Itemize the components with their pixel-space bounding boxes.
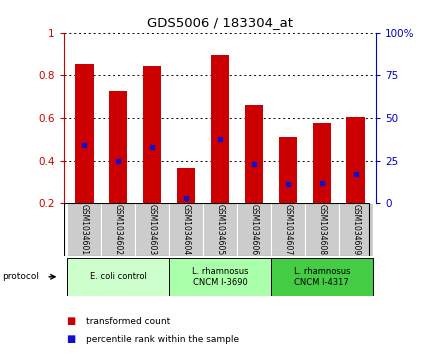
Text: protocol: protocol <box>2 272 39 281</box>
Bar <box>169 203 203 256</box>
Text: GSM1034606: GSM1034606 <box>249 204 258 255</box>
Title: GDS5006 / 183304_at: GDS5006 / 183304_at <box>147 16 293 29</box>
Text: L. rhamnosus
CNCM I-3690: L. rhamnosus CNCM I-3690 <box>192 267 248 287</box>
Bar <box>312 123 331 203</box>
Bar <box>143 66 161 203</box>
Bar <box>109 91 128 203</box>
Bar <box>346 117 365 203</box>
Bar <box>135 203 169 256</box>
Text: transformed count: transformed count <box>86 317 170 326</box>
Text: GSM1034605: GSM1034605 <box>216 204 224 255</box>
Bar <box>245 105 263 203</box>
Bar <box>67 203 101 256</box>
Text: percentile rank within the sample: percentile rank within the sample <box>86 335 239 344</box>
Text: GSM1034608: GSM1034608 <box>317 204 326 255</box>
Text: GSM1034604: GSM1034604 <box>182 204 191 255</box>
Text: ■: ■ <box>66 334 75 344</box>
Bar <box>271 203 305 256</box>
Bar <box>177 168 195 203</box>
Bar <box>271 258 373 296</box>
Bar <box>211 55 229 203</box>
Bar <box>305 203 339 256</box>
Text: E. coli control: E. coli control <box>90 272 147 281</box>
Text: GSM1034607: GSM1034607 <box>283 204 293 255</box>
Bar <box>67 258 169 296</box>
Bar <box>203 203 237 256</box>
Text: GSM1034603: GSM1034603 <box>147 204 157 255</box>
Text: GSM1034609: GSM1034609 <box>351 204 360 255</box>
Bar <box>169 258 271 296</box>
Text: L. rhamnosus
CNCM I-4317: L. rhamnosus CNCM I-4317 <box>293 267 350 287</box>
Bar <box>339 203 373 256</box>
Text: ■: ■ <box>66 316 75 326</box>
Text: GSM1034601: GSM1034601 <box>80 204 89 255</box>
Bar <box>237 203 271 256</box>
Bar <box>279 137 297 203</box>
Text: GSM1034602: GSM1034602 <box>114 204 123 255</box>
Bar <box>75 64 94 203</box>
Bar <box>101 203 135 256</box>
